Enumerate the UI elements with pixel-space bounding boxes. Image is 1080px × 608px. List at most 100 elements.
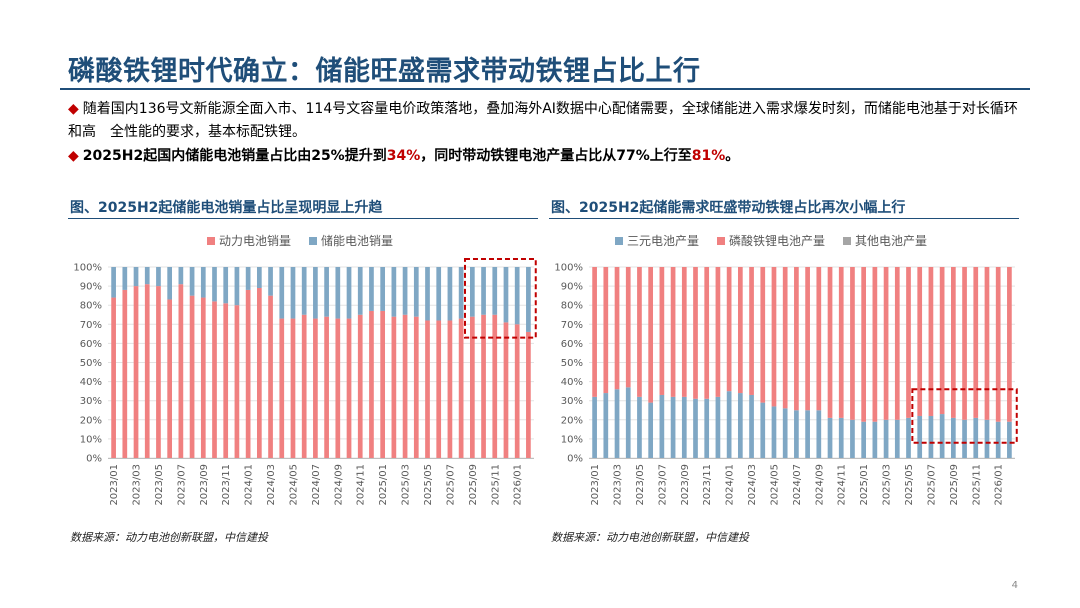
right-chart-bar (1007, 267, 1012, 422)
left-chart-bar (369, 267, 374, 311)
left-chart-bar (526, 331, 531, 458)
right-chart-bar (704, 398, 710, 458)
left-chart-bar (290, 318, 296, 458)
right-chart-bar (760, 402, 766, 458)
right-chart-ytick-label: 0% (567, 454, 583, 465)
left-chart-bar (290, 267, 296, 319)
right-chart-bar (592, 267, 597, 397)
left-chart-bar (200, 297, 206, 458)
left-chart-heading-rule (68, 218, 538, 219)
bullet-2-highlight-lfp-share: 81% (691, 148, 726, 164)
right-chart-bar (861, 421, 867, 458)
left-chart-xtick-label: 2024/11 (356, 464, 367, 506)
right-chart-bar (603, 393, 609, 458)
right-chart-bar (625, 387, 631, 458)
left-chart-bar (167, 267, 173, 300)
bullet-point-2: ◆ 2025H2起国内储能电池销量占比由25%提升到34%，同时带动铁锂电池产量占… (68, 145, 1018, 168)
right-chart-xtick-label: 2023/01 (590, 464, 601, 506)
left-chart-bar (380, 267, 386, 311)
right-chart-bar (872, 421, 878, 458)
left-chart-highlight-box (463, 258, 537, 339)
left-chart-xtick-label: 2023/01 (109, 464, 120, 506)
left-chart-bar (234, 267, 240, 306)
diamond-bullet-icon: ◆ (68, 101, 79, 117)
left-chart-bar (458, 267, 464, 319)
left-chart-bar (503, 267, 509, 323)
left-chart-bar (313, 318, 318, 458)
right-chart-xtick-label: 2023/09 (680, 464, 691, 506)
left-chart-bar (245, 289, 251, 458)
left-chart-bar (425, 320, 430, 458)
right-chart-bar (715, 396, 721, 458)
left-chart-xtick-label: 2025/03 (401, 464, 412, 506)
left-chart-bar (133, 267, 139, 287)
right-chart-xtick-label: 2024/07 (792, 464, 803, 506)
right-chart-xtick-label: 2025/11 (971, 464, 982, 506)
left-chart-bar (469, 267, 475, 317)
left-chart-ytick-label: 0% (86, 454, 102, 465)
left-chart-bar (503, 322, 509, 458)
right-chart-xtick-label: 2025/03 (882, 464, 893, 506)
right-chart-bar (693, 398, 698, 458)
right-chart-xtick-label: 2025/05 (904, 464, 915, 506)
left-chart-bar (279, 267, 285, 319)
right-chart-highlight-box (911, 388, 1018, 444)
bullet-2-text-a: 2025H2起国内储能电池销量占比由25%提升到 (82, 148, 387, 164)
right-chart-xtick-label: 2023/07 (657, 464, 668, 506)
right-chart-bar (883, 419, 889, 458)
left-chart-ytick-label: 60% (80, 339, 102, 350)
left-chart: 0% 10% 20% 30% 40% 50% 60% 70% 80% 90% 100% 2023/01… (73, 233, 537, 506)
left-chart-bar (122, 267, 128, 290)
left-chart-bar (301, 314, 307, 458)
right-chart-bar (883, 267, 889, 420)
right-chart-bar (962, 419, 967, 458)
right-chart-bar (670, 267, 676, 397)
right-chart-bar (861, 267, 867, 422)
left-chart-xtick-label: 2025/07 (445, 464, 456, 506)
left-chart-legend-label: 储能电池销量 (321, 233, 393, 248)
left-chart-xtick-label: 2023/03 (132, 464, 143, 506)
right-chart-bar (782, 267, 788, 409)
right-chart: 0% 10% 20% 30% 40% 50% 60% 70% 80% 90% 100% 2023/01… (554, 233, 1018, 506)
left-chart-bar (189, 267, 195, 296)
left-chart-bar (301, 267, 307, 315)
right-chart-bar (614, 389, 620, 458)
right-chart-bar (917, 415, 923, 458)
left-chart-xtick-label: 2024/03 (266, 464, 277, 506)
title-divider (60, 88, 1030, 90)
right-chart-bar (962, 267, 967, 420)
left-chart-heading: 图、2025H2起储能电池销量占比呈现明显上升趋 (70, 200, 383, 216)
right-chart-source: 数据来源：动力电池创新联盟，中信建投 (551, 531, 749, 544)
left-chart-bar (268, 267, 273, 296)
left-chart-bar (156, 267, 161, 287)
left-chart-bar (223, 303, 229, 458)
right-chart-bar (1007, 421, 1012, 458)
left-chart-ytick-label: 50% (80, 358, 102, 369)
right-chart-bar (637, 267, 642, 397)
right-chart-bar (760, 267, 766, 403)
right-chart-legend-swatch (615, 237, 623, 245)
right-chart-bar (794, 267, 799, 411)
left-chart-ytick-label: 40% (80, 377, 102, 388)
right-chart-bar (648, 402, 654, 458)
left-chart-bar (324, 267, 329, 317)
right-chart-legend-label: 三元电池产量 (627, 234, 699, 248)
left-chart-bar (346, 267, 352, 319)
left-chart-bar (469, 316, 475, 458)
left-chart-xtick-label: 2025/01 (378, 464, 389, 506)
right-chart-bar (771, 267, 777, 407)
bullet-1-text: 随着国内136号文新能源全面入市、114号文容量电价政策落地，叠加海外AI数据中… (68, 101, 1018, 140)
left-chart-ytick-label: 70% (80, 320, 102, 331)
left-chart-bar (436, 267, 442, 321)
right-chart-ytick-label: 90% (561, 282, 583, 293)
left-chart-bar (357, 314, 363, 458)
right-chart-xtick-label: 2023/03 (613, 464, 624, 506)
right-chart-bar (771, 406, 777, 458)
left-chart-bar (526, 267, 531, 332)
left-chart-ytick-label: 10% (80, 434, 102, 445)
right-chart-xtick-label: 2025/07 (926, 464, 937, 506)
right-chart-bar (928, 415, 934, 458)
right-chart-bar (838, 417, 844, 458)
left-chart-xtick-label: 2024/05 (288, 464, 299, 506)
right-chart-ytick-label: 50% (561, 358, 583, 369)
